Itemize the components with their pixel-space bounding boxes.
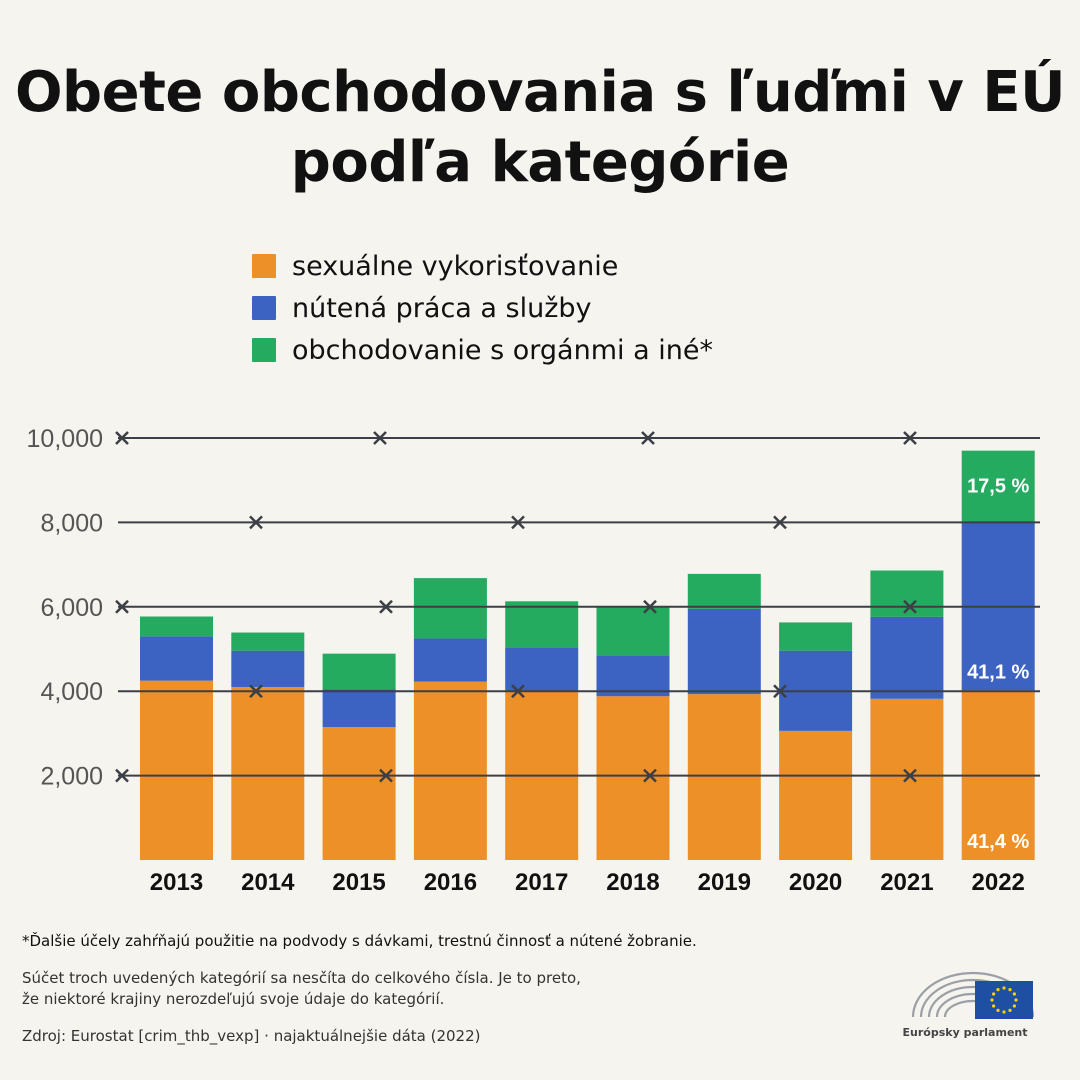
x-tick-label: 2020 xyxy=(789,869,842,896)
barbed-wire-knot-icon xyxy=(511,684,525,699)
legend-swatch-green xyxy=(252,338,276,362)
bar-segment xyxy=(231,650,305,687)
eu-star-icon xyxy=(1008,1008,1012,1012)
barbed-wire-knot-icon xyxy=(643,768,657,783)
barbed-wire-knot-icon xyxy=(115,431,129,445)
logo-text: Európsky parlament xyxy=(902,1026,1028,1039)
bar-segment xyxy=(322,653,396,690)
barbed-wire-knot-icon xyxy=(373,431,387,445)
barbed-wire-knot-icon xyxy=(643,599,657,614)
data-label: 41,4 % xyxy=(967,831,1029,853)
legend-item-forced-labour: nútená práca a služby xyxy=(252,287,713,329)
bar-segment xyxy=(505,647,579,692)
x-tick-label: 2015 xyxy=(332,869,385,896)
eu-star-icon xyxy=(996,988,1000,992)
legend-swatch-orange xyxy=(252,254,276,278)
x-tick-label: 2019 xyxy=(698,869,751,896)
barbed-wire-knot-icon xyxy=(249,515,263,530)
note-line: že niektoré krajiny nerozdeľujú svoje úd… xyxy=(22,990,445,1008)
eu-star-icon xyxy=(990,998,994,1002)
eu-star-icon xyxy=(1002,986,1006,990)
bar-segment xyxy=(505,601,579,648)
bar-segment xyxy=(322,689,396,728)
eu-star-icon xyxy=(1012,1004,1016,1008)
y-tick-label: 4,000 xyxy=(40,678,103,706)
x-tick-label: 2013 xyxy=(150,869,203,896)
barbed-wire-knot-icon xyxy=(641,431,655,445)
eu-star-icon xyxy=(996,1008,1000,1012)
y-tick-label: 8,000 xyxy=(40,509,103,537)
barbed-wire-knot-icon xyxy=(379,599,393,614)
bar-segment xyxy=(596,606,670,656)
y-tick-label: 6,000 xyxy=(40,594,103,622)
bar-segment xyxy=(322,727,396,860)
data-label: 41,1 % xyxy=(967,661,1029,683)
bar-segment xyxy=(413,638,487,682)
bar-segment xyxy=(687,694,761,860)
legend-label: obchodovanie s orgánmi a iné* xyxy=(292,334,713,366)
bar-segment xyxy=(140,680,213,860)
bar-segment xyxy=(231,686,305,860)
barbed-wire-knot-icon xyxy=(249,684,263,699)
eu-star-icon xyxy=(992,992,996,996)
eu-star-icon xyxy=(1002,1010,1006,1014)
x-tick-label: 2022 xyxy=(972,869,1025,896)
footnote: *Ďalšie účely zahŕňajú použitie na podvo… xyxy=(22,932,697,950)
barbed-wire-knot-icon xyxy=(773,684,787,699)
note-line: Súčet troch uvedených kategórií sa nesčí… xyxy=(22,969,581,987)
y-tick-label: 2,000 xyxy=(40,763,103,791)
bar-segment xyxy=(596,696,670,860)
legend: sexuálne vykorisťovanie nútená práca a s… xyxy=(252,245,713,371)
barbed-wire-knot-icon xyxy=(511,515,525,530)
legend-item-sexual-exploitation: sexuálne vykorisťovanie xyxy=(252,245,713,287)
eu-star-icon xyxy=(1012,992,1016,996)
y-tick-label: 10,000 xyxy=(27,425,103,453)
x-tick-label: 2016 xyxy=(424,869,477,896)
eu-star-icon xyxy=(992,1004,996,1008)
barbed-wire-knot-icon xyxy=(115,768,129,783)
bar-segment xyxy=(687,608,761,695)
bar-segment xyxy=(140,616,213,637)
x-tick-label: 2014 xyxy=(241,869,295,896)
bar-segment xyxy=(231,632,305,651)
barbed-wire-knot-icon xyxy=(903,599,917,614)
bar-segment xyxy=(413,681,487,860)
barbed-wire-knot-icon xyxy=(115,599,129,614)
x-tick-label: 2018 xyxy=(606,869,659,896)
x-tick-label: 2017 xyxy=(515,869,568,896)
barbed-wire-knot-icon xyxy=(379,768,393,783)
x-tick-label: 2021 xyxy=(880,869,933,896)
european-parliament-logo xyxy=(911,971,1035,1019)
source: Zdroj: Eurostat [crim_thb_vexp] · najakt… xyxy=(22,1027,481,1045)
barbed-wire-knot-icon xyxy=(903,431,917,445)
chart-title: Obete obchodovania s ľuďmi v EÚ podľa ka… xyxy=(14,60,1066,195)
bar-segment xyxy=(961,450,1035,522)
legend-label: nútená práca a služby xyxy=(292,292,592,324)
bar-segment xyxy=(413,578,487,639)
data-label: 17,5 % xyxy=(967,476,1029,498)
legend-label: sexuálne vykorisťovanie xyxy=(292,250,619,282)
bar-segment xyxy=(870,616,944,699)
barbed-wire-knot-icon xyxy=(903,768,917,783)
legend-item-organ-trafficking: obchodovanie s orgánmi a iné* xyxy=(252,329,713,371)
barbed-wire-knot-icon xyxy=(773,515,787,530)
note: Súčet troch uvedených kategórií sa nesčí… xyxy=(22,968,622,1010)
eu-star-icon xyxy=(1014,998,1018,1002)
bar-segment xyxy=(779,730,853,860)
eu-star-icon xyxy=(1008,988,1012,992)
bar-segment xyxy=(140,636,213,681)
bar-segment xyxy=(687,573,761,609)
bar-segment xyxy=(596,655,670,697)
legend-swatch-blue xyxy=(252,296,276,320)
stacked-bar-chart: 2013 2014 2015 2016 2017 2018 2019 2020 2021 2022… xyxy=(27,425,1040,896)
bar-segment xyxy=(779,622,853,651)
